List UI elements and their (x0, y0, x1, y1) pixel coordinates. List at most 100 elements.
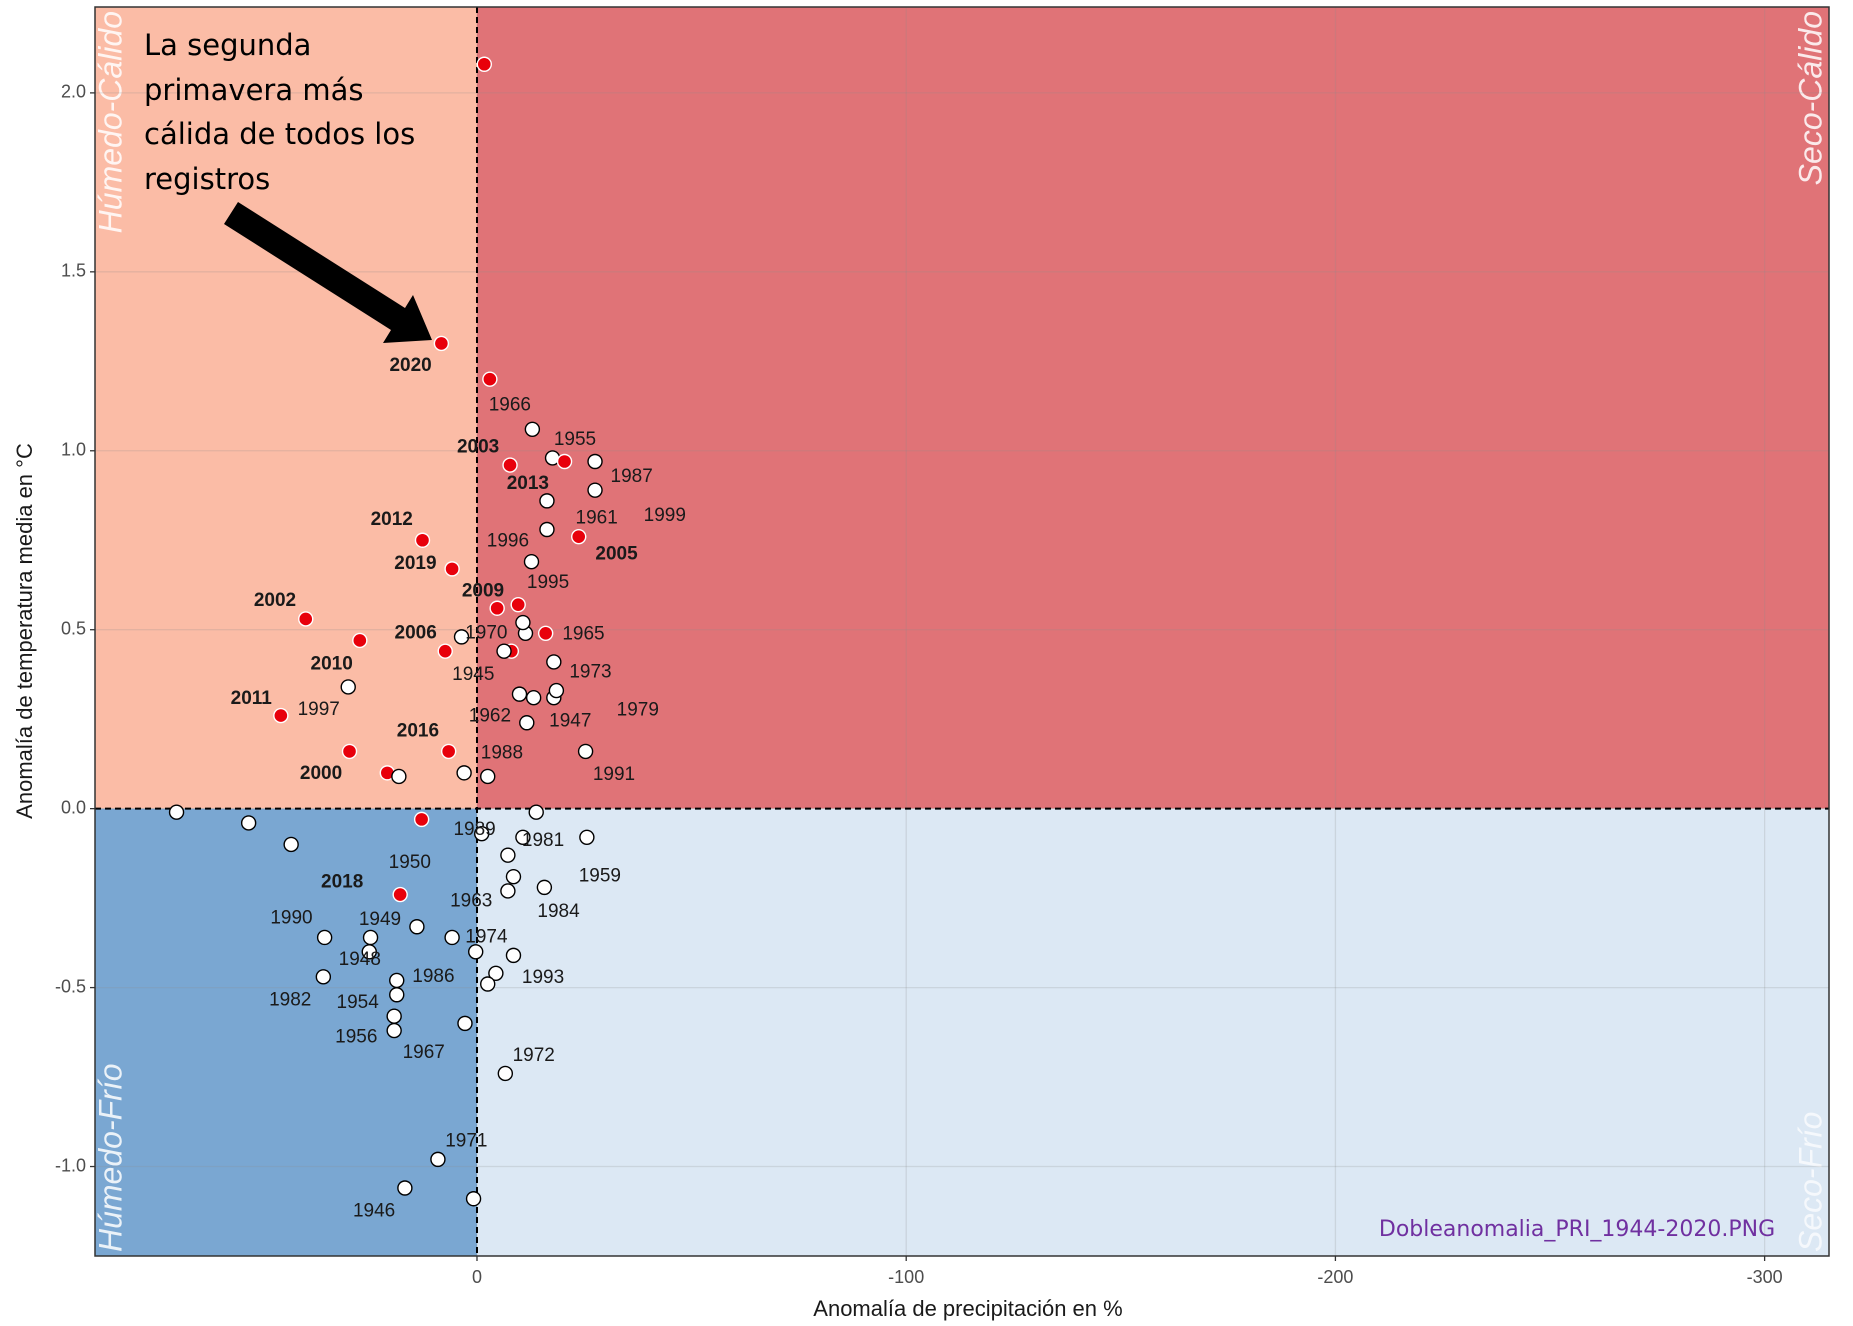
point-label: 1990 (270, 908, 312, 929)
point (571, 528, 587, 545)
point-label: 1987 (611, 466, 653, 487)
point (392, 886, 408, 903)
point-label: 2019 (394, 553, 436, 574)
point (476, 56, 492, 72)
y-tick-label: 1.5 (61, 261, 86, 281)
point (556, 453, 573, 470)
point (273, 707, 289, 724)
point (440, 743, 457, 760)
x-tick-label: 0 (472, 1267, 482, 1287)
point-label: 2002 (254, 590, 296, 611)
quadrant (95, 7, 477, 809)
point-label: 2003 (457, 436, 499, 457)
y-tick-label: 2.0 (61, 82, 86, 102)
point (515, 614, 531, 631)
point (315, 969, 332, 985)
point-label: 1981 (522, 830, 564, 851)
y-tick-label: -1.0 (55, 1155, 86, 1175)
y-tick-label: 0.5 (61, 618, 86, 638)
point-label: 2005 (595, 543, 638, 564)
point (240, 815, 257, 831)
point (536, 879, 553, 896)
point-label: 1970 (465, 622, 507, 643)
point-label: 1965 (562, 623, 604, 644)
point-label: 1999 (644, 505, 686, 526)
point-label: 2009 (462, 581, 504, 602)
point (496, 643, 512, 659)
point (352, 632, 368, 649)
quadrant-label: Húmedo-Frío (92, 1064, 128, 1253)
point-label: 2011 (231, 688, 273, 709)
background-layer: Húmedo-Cálido Seco-Cálido Húmedo-Frío Seco-… (92, 7, 1829, 1256)
point (502, 457, 518, 473)
point-label: 1993 (522, 967, 564, 988)
point (523, 554, 540, 570)
point (444, 929, 460, 946)
point-label: 1961 (576, 508, 618, 529)
point (528, 804, 544, 820)
annotation-arrow (224, 202, 432, 343)
point-label: 1950 (389, 852, 431, 873)
point-label: 1955 (554, 429, 596, 450)
point-label: 1967 (403, 1042, 445, 1063)
point-label: 2010 (311, 654, 353, 675)
point-label: 1948 (339, 949, 381, 970)
caption: Dobleanomalia_PRI_1944-2020.PNG (1379, 1217, 1775, 1242)
point-label: 1991 (593, 764, 635, 785)
point (316, 929, 333, 946)
point-label: 1974 (465, 927, 508, 948)
point (414, 532, 431, 548)
point (500, 883, 516, 899)
point (525, 690, 542, 706)
point-label: 1949 (359, 909, 401, 930)
point (500, 847, 516, 863)
point-label: 1963 (450, 891, 492, 912)
point (430, 1151, 446, 1168)
point (362, 929, 379, 946)
point-label: 1996 (487, 530, 529, 551)
quadrant-label: Húmedo-Cálido (92, 11, 128, 233)
point (386, 1022, 402, 1039)
quadrant (95, 808, 477, 1256)
point-label: 1984 (537, 901, 580, 922)
point (389, 972, 405, 989)
x-tick-label: -200 (1317, 1267, 1353, 1287)
point-label: 2000 (300, 763, 342, 784)
point-label: 1982 (269, 990, 311, 1011)
y-axis-title: Anomalía de temperatura media en °C (12, 443, 37, 819)
x-tick-label: -300 (1747, 1267, 1783, 1287)
point (579, 829, 595, 845)
point (480, 768, 496, 785)
annotation-line: registros (144, 162, 270, 196)
point-label: 1986 (412, 966, 454, 987)
grid-layer (90, 7, 1829, 1261)
point-label: 1962 (469, 706, 511, 727)
point (468, 944, 484, 960)
point (409, 919, 425, 935)
y-tick-label: -0.5 (55, 976, 86, 996)
point (433, 335, 450, 352)
annotation-line: La segunda (144, 28, 311, 62)
point-label: 2006 (395, 622, 437, 643)
y-tick-label: 0.0 (61, 797, 86, 817)
point (497, 1065, 514, 1082)
point (548, 682, 565, 699)
point (587, 482, 603, 498)
point (539, 521, 555, 538)
point-label: 1956 (335, 1027, 377, 1048)
point (444, 561, 460, 577)
point-label: 1972 (513, 1045, 555, 1066)
point (298, 611, 314, 627)
point (539, 493, 555, 509)
point-label: 2012 (371, 509, 413, 530)
point (340, 679, 356, 695)
point (488, 965, 504, 981)
point (515, 829, 531, 845)
point-label: 1966 (489, 395, 531, 416)
annotation-line: primavera más (144, 73, 363, 107)
point-label: 1989 (453, 819, 495, 840)
point (505, 947, 522, 964)
quadrant (476, 7, 1829, 809)
